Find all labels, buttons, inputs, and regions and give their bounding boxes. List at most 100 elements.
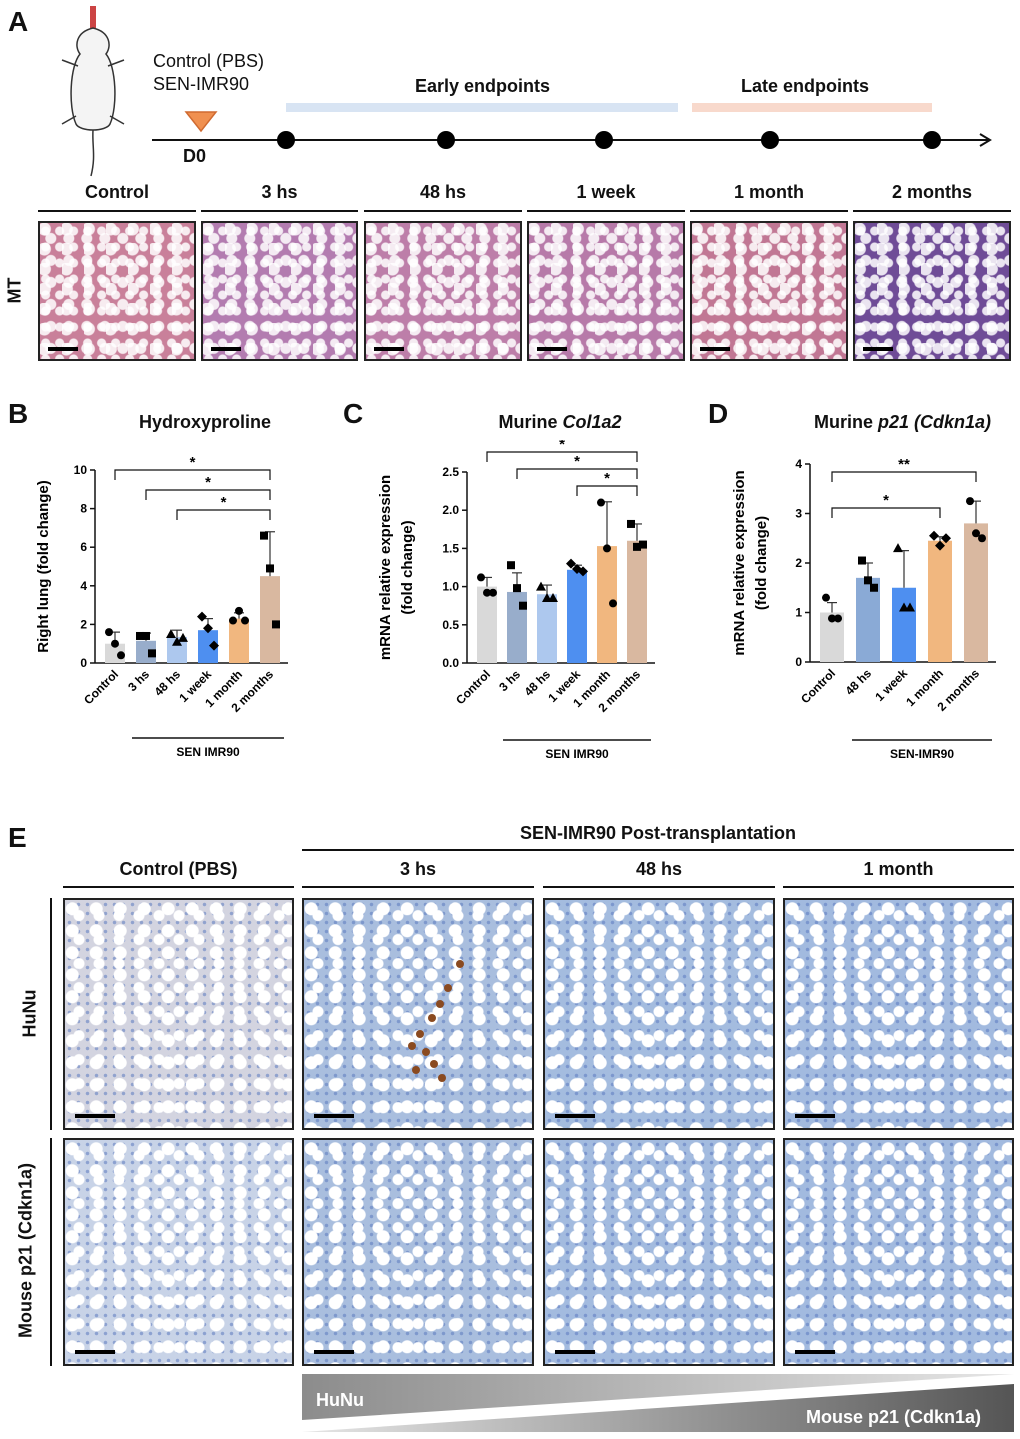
data-point [828,614,836,623]
mt-image-control [38,221,196,361]
y-tick-label: 0.0 [442,656,459,670]
data-point [633,542,641,551]
data-point [519,601,527,610]
chart-d: 0 1 2 3 4 mRNA relative expression (fold chang… [731,456,996,761]
chart-c: 0.0 0.5 1.0 1.5 2.0 2.5 mRNA relative expressi… [377,440,655,761]
mt-row-label: MT [4,277,25,304]
group-label: SEN-IMR90 [890,747,954,761]
gradient-wedges [302,1374,1014,1432]
significance-label: * [190,454,196,471]
panel-a-label: A [8,6,29,37]
y-axis-label: (fold change) [399,520,416,614]
y-tick-label: 4 [80,579,87,593]
chart-c-title: Murine Col1a2 [498,412,622,432]
data-point [548,593,558,603]
panel-b-label: B [8,398,29,429]
data-point [972,529,980,538]
data-point [536,581,546,591]
mt-image-3hs [201,221,358,361]
data-point [834,614,842,623]
group-label: SEN IMR90 [176,745,240,759]
significance-label: * [559,440,565,453]
y-tick-label: 6 [80,540,87,554]
mt-col-header: 1 week [576,182,636,202]
early-endpoints-label: Early endpoints [415,76,551,96]
hunu-image-1month [783,898,1014,1130]
treatment-sen: SEN-IMR90 [153,74,250,94]
p21-image-1month [783,1138,1014,1366]
d0-marker [184,111,218,133]
e-col-header: 48 hs [635,859,683,879]
bar [537,594,557,663]
data-point [572,564,582,575]
data-point [941,533,951,544]
timepoint-dot [595,131,613,149]
data-point [117,651,125,660]
data-point [822,593,830,602]
data-point [893,543,903,553]
hunu-image-48hs [543,898,775,1130]
data-point [166,629,176,639]
p21-image-48hs [543,1138,775,1366]
x-tick-label: 3 hs [125,667,152,694]
data-point [272,620,280,629]
bar [229,618,249,663]
data-point [966,497,974,506]
data-point [178,632,188,642]
data-point [858,556,866,565]
bar [198,630,218,663]
treatment-label: Control (PBS) SEN-IMR90 [153,50,264,96]
data-point [597,498,605,507]
bar [856,577,880,662]
mouse-icon [61,6,125,177]
e-row-label-hunu: HuNu [19,989,40,1038]
panel-d-label: D [708,398,729,429]
significance-bracket [831,507,941,518]
data-point [578,566,588,577]
x-tick-label: 3 hs [496,667,523,694]
data-point [197,611,207,622]
data-point [266,564,274,573]
data-point [477,573,485,582]
data-point [639,540,647,549]
y-tick-label: 4 [795,457,802,471]
y-tick-label: 0 [795,655,802,669]
data-point [507,561,515,570]
data-point [603,544,611,553]
chart-b-title: Hydroxyproline [138,412,272,432]
bar [627,540,647,663]
data-point [489,588,497,597]
gradient-label-p21: Mouse p21 (Cdkn1a) [806,1407,982,1427]
data-point [609,599,617,608]
late-endpoints-label: Late endpoints [741,76,870,96]
x-tick-label: Control [81,667,121,707]
data-point [929,530,939,541]
bar [597,546,617,663]
significance-label: * [574,453,580,470]
bar [567,569,587,663]
significance-bracket [486,451,638,462]
panel-e-label: E [8,822,27,853]
data-point [260,531,268,540]
data-point [864,576,872,585]
timepoint-dot [923,131,941,149]
mt-image-48hs [364,221,522,361]
mt-col-header: 3 hs [261,182,298,202]
x-tick-label: Control [453,667,493,707]
y-tick-label: 0 [80,656,87,670]
data-point [229,616,237,625]
p21-image-3hs [302,1138,534,1366]
e-col-header: Control (PBS) [119,859,238,879]
mt-image-2months [853,221,1011,361]
late-band [692,103,932,112]
p21-image-control [63,1138,294,1366]
chart-b: 0 2 4 6 8 10 Right lung (fold change) Control 3 … [35,454,288,759]
data-point [172,636,182,646]
y-tick-label: 3 [795,507,802,521]
data-point [513,584,521,593]
mt-col-header: 48 hs [419,182,467,202]
data-point [203,623,213,634]
panel-c-label: C [343,398,364,429]
significance-label: ** [898,456,910,473]
y-tick-label: 0.5 [442,618,459,632]
